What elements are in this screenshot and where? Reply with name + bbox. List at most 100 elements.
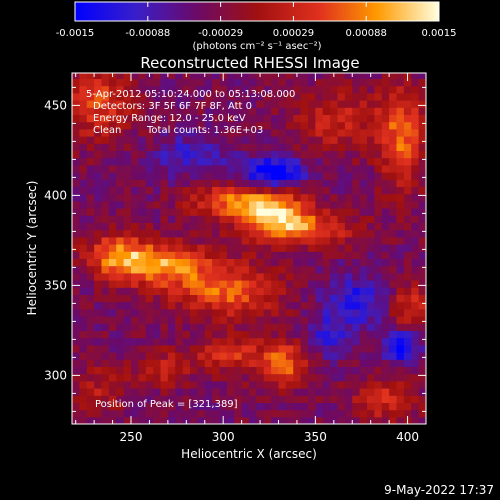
- heatmap-cell: [182, 402, 191, 411]
- heatmap-cell: [249, 136, 257, 144]
- heatmap-cell: [145, 208, 154, 216]
- heatmap-cell: [138, 143, 147, 151]
- heatmap-cell: [94, 409, 103, 418]
- heatmap-cell: [308, 244, 316, 252]
- heatmap-cell: [79, 121, 88, 130]
- heatmap-cell: [167, 409, 176, 418]
- heatmap-cell: [101, 229, 110, 238]
- heatmap-cell: [175, 330, 184, 339]
- heatmap-cell: [256, 208, 265, 216]
- heatmap-cell: [197, 208, 206, 216]
- heatmap-cell: [271, 208, 280, 216]
- heatmap-cell: [72, 330, 80, 339]
- heatmap-cell: [337, 85, 346, 94]
- heatmap-cell: [389, 244, 398, 252]
- heatmap-cell: [337, 208, 346, 216]
- heatmap-cell: [123, 236, 132, 245]
- heatmap-cell: [182, 373, 191, 382]
- heatmap-cell: [79, 388, 88, 396]
- heatmap-cell: [175, 280, 184, 288]
- heatmap-cell: [330, 164, 339, 173]
- heatmap-cell: [204, 179, 213, 187]
- heatmap-cell: [175, 78, 184, 87]
- heatmap-cell: [396, 272, 405, 281]
- heatmap-cell: [249, 208, 257, 216]
- heatmap-cell: [374, 409, 383, 418]
- heatmap-cell: [116, 172, 125, 180]
- heatmap-cell: [212, 416, 221, 424]
- heatmap-cell: [359, 251, 368, 259]
- heatmap-cell: [138, 85, 147, 94]
- heatmap-cell: [285, 215, 294, 223]
- heatmap-cell: [145, 215, 154, 223]
- heatmap-cell: [241, 395, 250, 403]
- heatmap-cell: [197, 200, 206, 209]
- heatmap-cell: [381, 73, 390, 79]
- heatmap-cell: [263, 222, 272, 231]
- heatmap-cell: [403, 337, 412, 346]
- heatmap-cell: [123, 251, 132, 259]
- heatmap-cell: [263, 236, 272, 245]
- heatmap-cell: [94, 85, 103, 94]
- heatmap-cell: [374, 380, 383, 389]
- heatmap-cell: [367, 172, 375, 180]
- heatmap-cell: [131, 316, 139, 324]
- clean-text: Clean: [93, 125, 121, 136]
- heatmap-cell: [241, 308, 250, 317]
- heatmap-cell: [167, 92, 176, 101]
- heatmap-cell: [330, 150, 339, 159]
- heatmap-cell: [263, 366, 272, 375]
- heatmap-cell: [278, 157, 287, 166]
- heatmap-cell: [308, 308, 316, 317]
- heatmap-cell: [79, 136, 88, 144]
- heatmap-cell: [411, 416, 420, 424]
- heatmap-cell: [374, 157, 383, 166]
- heatmap-cell: [123, 107, 132, 115]
- heatmap-cell: [278, 193, 287, 202]
- heatmap-cell: [197, 186, 206, 195]
- heatmap-cell: [285, 265, 294, 274]
- heatmap-cell: [263, 337, 272, 346]
- heatmap-cell: [285, 107, 294, 115]
- heatmap-cell: [160, 373, 169, 382]
- heatmap-cell: [153, 373, 162, 382]
- heatmap-cell: [293, 186, 302, 195]
- heatmap-cell: [160, 272, 169, 281]
- heatmap-cell: [278, 251, 287, 259]
- heatmap-cell: [167, 236, 176, 245]
- heatmap-cell: [389, 85, 398, 94]
- heatmap-cell: [263, 186, 272, 195]
- heatmap-cell: [403, 92, 412, 101]
- heatmap-cell: [359, 85, 368, 94]
- heatmap-cell: [86, 373, 95, 382]
- heatmap-cell: [72, 316, 80, 324]
- heatmap-cell: [381, 359, 390, 367]
- heatmap-cell: [138, 416, 147, 424]
- heatmap-cell: [138, 114, 147, 123]
- heatmap-cell: [219, 193, 228, 202]
- heatmap-cell: [72, 409, 80, 418]
- heatmap-cell: [219, 280, 228, 288]
- heatmap-cell: [285, 388, 294, 396]
- heatmap-cell: [197, 265, 206, 274]
- heatmap-cell: [300, 92, 309, 101]
- heatmap-cell: [285, 402, 294, 411]
- heatmap-cell: [241, 352, 250, 360]
- heatmap-cell: [108, 294, 117, 303]
- heatmap-cell: [271, 316, 280, 324]
- heatmap-cell: [190, 229, 198, 238]
- heatmap-cell: [226, 128, 235, 137]
- heatmap-cell: [153, 143, 162, 151]
- heatmap-cell: [131, 416, 139, 424]
- heatmap-cell: [367, 344, 375, 353]
- heatmap-cell: [241, 265, 250, 274]
- heatmap-cell: [160, 244, 169, 252]
- heatmap-cell: [212, 352, 221, 360]
- heatmap-cell: [86, 100, 95, 108]
- heatmap-cell: [131, 222, 139, 231]
- heatmap-cell: [263, 388, 272, 396]
- heatmap-cell: [271, 352, 280, 360]
- heatmap-cell: [271, 258, 280, 267]
- heatmap-cell: [374, 416, 383, 424]
- heatmap-cell: [300, 200, 309, 209]
